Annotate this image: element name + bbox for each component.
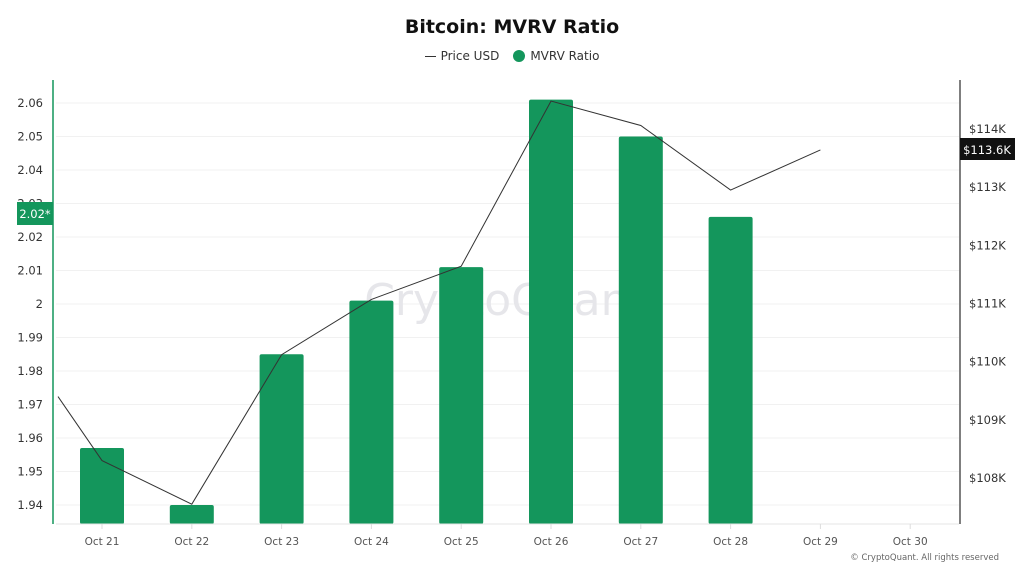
bar-oct-22[interactable] <box>169 505 214 524</box>
price-current-badge <box>960 138 1015 160</box>
x-tick-label: Oct 28 <box>713 536 748 548</box>
bar-oct-25[interactable] <box>439 267 484 524</box>
legend-label-mvrv: MVRV Ratio <box>530 49 600 63</box>
mvrv-current-badge <box>17 202 53 225</box>
left-tick-label: 2 <box>36 297 43 311</box>
x-tick-label: Oct 24 <box>354 536 389 548</box>
bar-oct-21[interactable] <box>80 448 124 524</box>
price-current-value: $113.6K <box>963 143 1011 157</box>
left-tick-label: 2.04 <box>17 163 43 177</box>
bar-oct-27[interactable] <box>618 136 663 525</box>
left-tick-label: 2.06 <box>17 96 43 110</box>
x-tick-label: Oct 29 <box>803 536 838 548</box>
left-tick-label: 2.01 <box>17 264 43 278</box>
copyright: © CryptoQuant. All rights reserved <box>850 553 999 563</box>
right-tick-label: $110K <box>969 355 1006 369</box>
watermark: CryptoQuant <box>364 275 646 326</box>
x-tick-label: Oct 30 <box>893 536 928 548</box>
right-tick-label: $111K <box>969 297 1006 311</box>
left-tick-label: 2.05 <box>17 130 43 144</box>
bar-oct-23[interactable] <box>259 354 304 524</box>
left-tick-label: 1.94 <box>17 498 43 512</box>
bar-oct-28[interactable] <box>708 216 753 524</box>
left-tick-label: 1.97 <box>17 398 43 412</box>
left-tick-label: 1.99 <box>17 331 43 345</box>
bar-oct-24[interactable] <box>349 300 394 524</box>
price-line[interactable] <box>57 100 821 505</box>
legend-item-mvrv[interactable]: MVRV Ratio <box>513 49 599 63</box>
x-tick-label: Oct 22 <box>174 536 209 548</box>
x-tick-label: Oct 21 <box>85 536 120 548</box>
left-tick-label: 1.96 <box>17 431 43 445</box>
legend-label-price: Price USD <box>440 49 500 63</box>
right-tick-label: $114K <box>969 122 1006 136</box>
chart-title: Bitcoin: MVRV Ratio <box>404 16 620 38</box>
x-tick-label: Oct 23 <box>264 536 299 548</box>
right-tick-label: $109K <box>969 413 1006 427</box>
x-tick-label: Oct 25 <box>444 536 479 548</box>
left-tick-label: 2.02 <box>17 230 43 244</box>
legend-item-price[interactable]: Price USD <box>424 49 500 63</box>
mvrv-current-value: 2.02* <box>19 207 51 221</box>
right-tick-label: $113K <box>969 180 1006 194</box>
left-tick-label: 1.98 <box>17 364 43 378</box>
line-icon <box>424 55 436 57</box>
legend: Price USD MVRV Ratio <box>0 49 1024 63</box>
bar-oct-26[interactable] <box>529 99 573 525</box>
right-tick-label: $108K <box>969 471 1006 485</box>
left-tick-label: 1.95 <box>17 465 43 479</box>
dot-icon <box>513 50 526 62</box>
x-tick-label: Oct 26 <box>534 536 569 548</box>
x-tick-label: Oct 27 <box>623 536 658 548</box>
right-tick-label: $112K <box>969 238 1006 252</box>
